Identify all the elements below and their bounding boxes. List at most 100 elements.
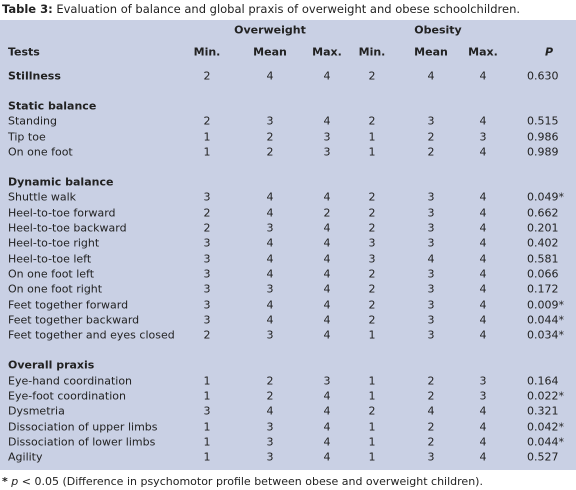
row-label: Dissociation of upper limbs <box>8 420 158 434</box>
column-header: Max. <box>468 45 498 59</box>
cell: 2 <box>203 221 211 235</box>
column-header: Min. <box>358 45 386 59</box>
cell: 3 <box>427 206 435 220</box>
cell: 3 <box>368 236 376 250</box>
cell: 4 <box>323 114 331 128</box>
column-header: P <box>544 45 554 59</box>
row-label: Eye-foot coordination <box>8 389 126 403</box>
cell: 3 <box>266 221 274 235</box>
cell: 4 <box>427 404 435 418</box>
cell: 4 <box>266 190 274 204</box>
cell: 1 <box>203 374 211 388</box>
cell: 4 <box>266 252 274 266</box>
cell: 4 <box>266 206 274 220</box>
cell: 2 <box>266 389 274 403</box>
cell: 2 <box>203 69 211 83</box>
p-value: 0.022* <box>527 389 564 403</box>
row-label: On one foot left <box>8 267 95 281</box>
cell: 4 <box>479 267 487 281</box>
caption-label: Table 3: <box>2 2 53 16</box>
cell: 4 <box>323 328 331 342</box>
group-header: Overweight <box>234 23 306 37</box>
cell: 2 <box>427 145 435 159</box>
cell: 3 <box>323 374 331 388</box>
cell: 4 <box>323 450 331 464</box>
column-header: Min. <box>193 45 221 59</box>
cell: 3 <box>427 236 435 250</box>
cell: 1 <box>368 328 376 342</box>
section-heading: Dynamic balance <box>8 175 114 189</box>
p-value: 0.989 <box>527 145 559 159</box>
cell: 2 <box>368 282 376 296</box>
cell: 4 <box>323 252 331 266</box>
p-value: 0.630 <box>527 69 559 83</box>
cell: 3 <box>427 313 435 327</box>
column-header: Mean <box>414 45 448 59</box>
cell: 3 <box>266 450 274 464</box>
cell: 3 <box>427 190 435 204</box>
cell: 2 <box>427 435 435 449</box>
caption-text: Evaluation of balance and global praxis … <box>56 2 521 16</box>
cell: 4 <box>266 236 274 250</box>
cell: 2 <box>427 420 435 434</box>
cell: 3 <box>479 389 487 403</box>
cell: 3 <box>427 450 435 464</box>
row-label: Heel-to-toe left <box>8 252 92 266</box>
cell: 4 <box>323 420 331 434</box>
cell: 4 <box>479 190 487 204</box>
cell: 3 <box>266 328 274 342</box>
p-value: 0.527 <box>527 450 559 464</box>
row-label: Tip toe <box>8 130 46 144</box>
cell: 3 <box>323 130 331 144</box>
cell: 4 <box>479 420 487 434</box>
row-label: Heel-to-toe right <box>8 236 100 250</box>
footnote: * p < 0.05 (Difference in psychomotor pr… <box>2 475 483 488</box>
cell: 3 <box>203 190 211 204</box>
cell: 1 <box>368 389 376 403</box>
footnote-symbol: p <box>11 475 19 488</box>
cell: 2 <box>368 221 376 235</box>
row-label: Heel-to-toe backward <box>8 221 127 235</box>
row-label: Dysmetria <box>8 404 65 418</box>
cell: 3 <box>203 404 211 418</box>
cell: 1 <box>368 130 376 144</box>
p-value: 0.009* <box>527 298 564 312</box>
cell: 3 <box>427 114 435 128</box>
p-value: 0.986 <box>527 130 559 144</box>
row-label: Feet together and eyes closed <box>8 328 175 342</box>
cell: 2 <box>203 328 211 342</box>
cell: 2 <box>427 130 435 144</box>
cell: 3 <box>203 313 211 327</box>
cell: 4 <box>479 328 487 342</box>
cell: 4 <box>323 298 331 312</box>
cell: 1 <box>368 374 376 388</box>
cell: 4 <box>323 404 331 418</box>
row-label: Dissociation of lower limbs <box>8 435 156 449</box>
p-value: 0.201 <box>527 221 559 235</box>
p-value: 0.402 <box>527 236 559 250</box>
cell: 3 <box>203 282 211 296</box>
row-label: Feet together forward <box>8 298 129 312</box>
cell: 2 <box>427 389 435 403</box>
p-value: 0.172 <box>527 282 559 296</box>
cell: 1 <box>368 435 376 449</box>
row-label: On one foot <box>8 145 73 159</box>
p-value: 0.034* <box>527 328 564 342</box>
group-header: Obesity <box>414 23 462 37</box>
cell: 3 <box>427 267 435 281</box>
column-header: Mean <box>253 45 287 59</box>
cell: 2 <box>368 298 376 312</box>
cell: 2 <box>368 404 376 418</box>
p-value: 0.049* <box>527 190 564 204</box>
cell: 3 <box>479 130 487 144</box>
cell: 3 <box>427 282 435 296</box>
row-label: Standing <box>8 114 58 128</box>
cell: 4 <box>323 69 331 83</box>
row-label: Heel-to-toe forward <box>8 206 116 220</box>
cell: 3 <box>266 114 274 128</box>
footnote-text: < 0.05 (Difference in psychomotor profil… <box>18 475 483 488</box>
cell: 3 <box>203 298 211 312</box>
cell: 4 <box>323 313 331 327</box>
cell: 4 <box>323 267 331 281</box>
